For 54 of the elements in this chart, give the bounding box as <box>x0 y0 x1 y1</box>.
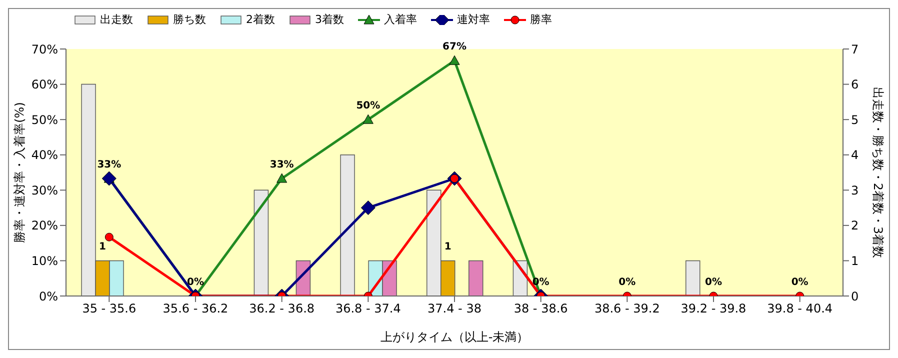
point <box>360 200 376 216</box>
y-tick-label: 50% <box>31 112 58 127</box>
data-label: 1 <box>99 242 106 253</box>
bar <box>340 154 355 296</box>
x-tick-label: 36.2 - 36.8 <box>249 302 315 316</box>
x-tick-label: 38.6 - 39.2 <box>594 302 660 316</box>
bar <box>468 260 484 296</box>
y-tick-label: 20% <box>31 218 58 233</box>
legend-label: 勝率 <box>529 12 552 27</box>
y2-tick-label: 7 <box>851 42 859 56</box>
point <box>104 232 114 242</box>
legend-label: 連対率 <box>456 12 490 27</box>
legend-label: 出走数 <box>99 12 133 27</box>
legend-label: 3着数 <box>314 12 344 27</box>
data-label: 33% <box>270 160 294 170</box>
x-tick-label: 35 - 35.6 <box>82 302 136 316</box>
point <box>362 114 374 124</box>
x-tick-label: 36.8 - 37.4 <box>335 302 401 316</box>
legend-label: 入着率 <box>383 12 417 27</box>
x-tick-label: 38 - 38.6 <box>514 302 568 316</box>
legend-label: 2着数 <box>245 12 275 27</box>
point <box>102 171 116 186</box>
x-tick-label: 39.2 - 39.8 <box>680 302 746 316</box>
y2-tick-label: 0 <box>851 289 859 304</box>
y-tick-label: 10% <box>31 254 58 268</box>
x-tick-label: 39.8 - 40.4 <box>767 302 833 316</box>
data-label: 1 <box>444 242 452 253</box>
y-tick-label: 70% <box>31 42 58 56</box>
y2-tick-label: 4 <box>851 148 859 162</box>
bar <box>254 190 269 296</box>
y-tick-label: 0% <box>38 289 58 304</box>
y2-tick-label: 2 <box>851 218 859 233</box>
bar <box>686 260 700 296</box>
x-axis-title: 上がりタイム（以上-未満） <box>380 330 529 344</box>
y-axis-title: 勝率・連対率・入着率(%) <box>12 102 26 243</box>
y-tick-label: 60% <box>31 78 58 92</box>
data-label: 33% <box>97 160 122 170</box>
y2-tick-label: 5 <box>851 112 859 127</box>
point <box>276 173 288 183</box>
data-label: 67% <box>442 42 466 53</box>
data-label: 0% <box>187 277 204 288</box>
data-label: 50% <box>356 100 380 112</box>
legend-label: 勝ち数 <box>172 12 206 27</box>
data-label: 0% <box>791 277 808 288</box>
y2-tick-label: 1 <box>851 254 859 268</box>
y-tick-label: 30% <box>31 183 58 198</box>
y2-axis-title: 出走数・勝ち数・2着数・3着数 <box>870 86 885 258</box>
x-tick-label: 35.6 - 36.2 <box>162 302 228 316</box>
data-label: 0% <box>705 277 722 288</box>
y-tick-label: 40% <box>31 148 58 162</box>
y2-tick-label: 3 <box>851 183 859 198</box>
data-label: 0% <box>618 277 636 288</box>
x-tick-label: 37.4 - 38 <box>428 302 482 316</box>
y2-tick-label: 6 <box>851 78 859 92</box>
